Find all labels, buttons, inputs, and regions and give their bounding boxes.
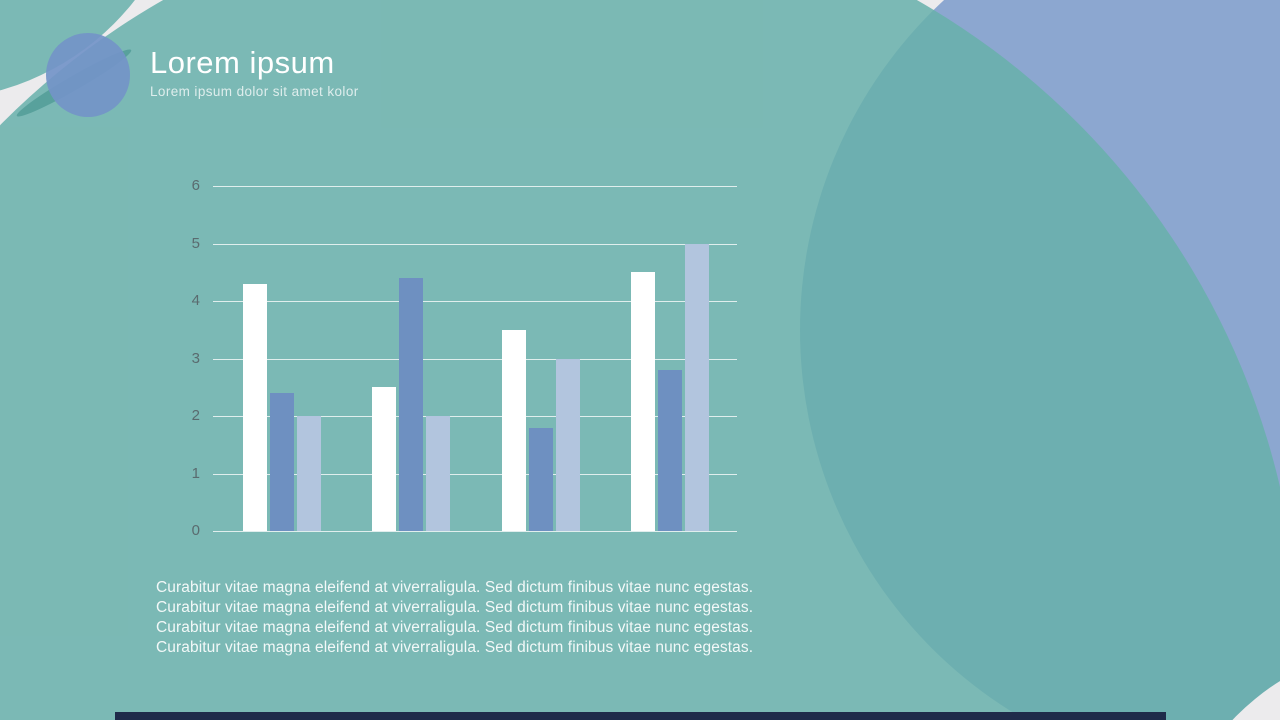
gridline <box>213 416 737 417</box>
bar-series-3 <box>555 358 580 531</box>
body-line: Curabitur vitae magna eleifend at viverr… <box>156 639 754 656</box>
bar-series-1 <box>501 329 526 531</box>
y-tick-label: 0 <box>191 522 200 540</box>
y-tick-label: 6 <box>191 177 200 195</box>
page-subtitle: Lorem ipsum dolor sit amet kolor <box>150 84 359 99</box>
y-axis-tick-labels: 6 5 4 3 2 1 0 <box>160 177 200 539</box>
bar-group-group-4 <box>630 186 709 531</box>
body-paragraph: Curabitur vitae magna eleifend at viverr… <box>156 578 753 658</box>
bar-series-3 <box>684 243 709 531</box>
bar-series-2 <box>270 393 294 531</box>
page-title: Lorem ipsum <box>150 45 335 80</box>
body-line: Curabitur vitae magna eleifend at viverr… <box>156 619 754 636</box>
body-line: Curabitur vitae magna eleifend at viverr… <box>156 599 754 616</box>
bar-group-group-1 <box>243 186 321 531</box>
bar-series-1 <box>372 387 397 531</box>
gridline <box>213 358 737 360</box>
bar-group-group-2 <box>372 186 451 531</box>
bar-group-group-3 <box>501 186 580 531</box>
bar-series-3 <box>426 416 451 531</box>
slide-header: Lorem ipsum Lorem ipsum dolor sit amet k… <box>150 45 359 100</box>
body-line: Curabitur vitae magna eleifend at viverr… <box>156 579 754 596</box>
bar-series-2 <box>399 278 424 531</box>
y-tick-label: 4 <box>191 292 200 310</box>
bar-chart-plot-area <box>213 186 737 532</box>
y-tick-label: 5 <box>191 234 200 252</box>
bar-series-1 <box>243 283 267 531</box>
gridline <box>213 531 737 532</box>
bottom-accent-bar <box>115 712 1166 720</box>
y-tick-label: 3 <box>191 349 200 367</box>
bar-series-2 <box>528 427 553 531</box>
gridline <box>213 473 737 475</box>
small-blue-circle <box>46 33 130 117</box>
bar-series-3 <box>297 416 321 531</box>
y-tick-label: 1 <box>191 464 200 482</box>
y-tick-label: 2 <box>191 407 200 425</box>
bar-series-2 <box>657 370 682 531</box>
bar-series-1 <box>630 272 655 531</box>
gridline <box>213 186 737 187</box>
gridline <box>213 243 737 245</box>
gridline <box>213 301 737 302</box>
